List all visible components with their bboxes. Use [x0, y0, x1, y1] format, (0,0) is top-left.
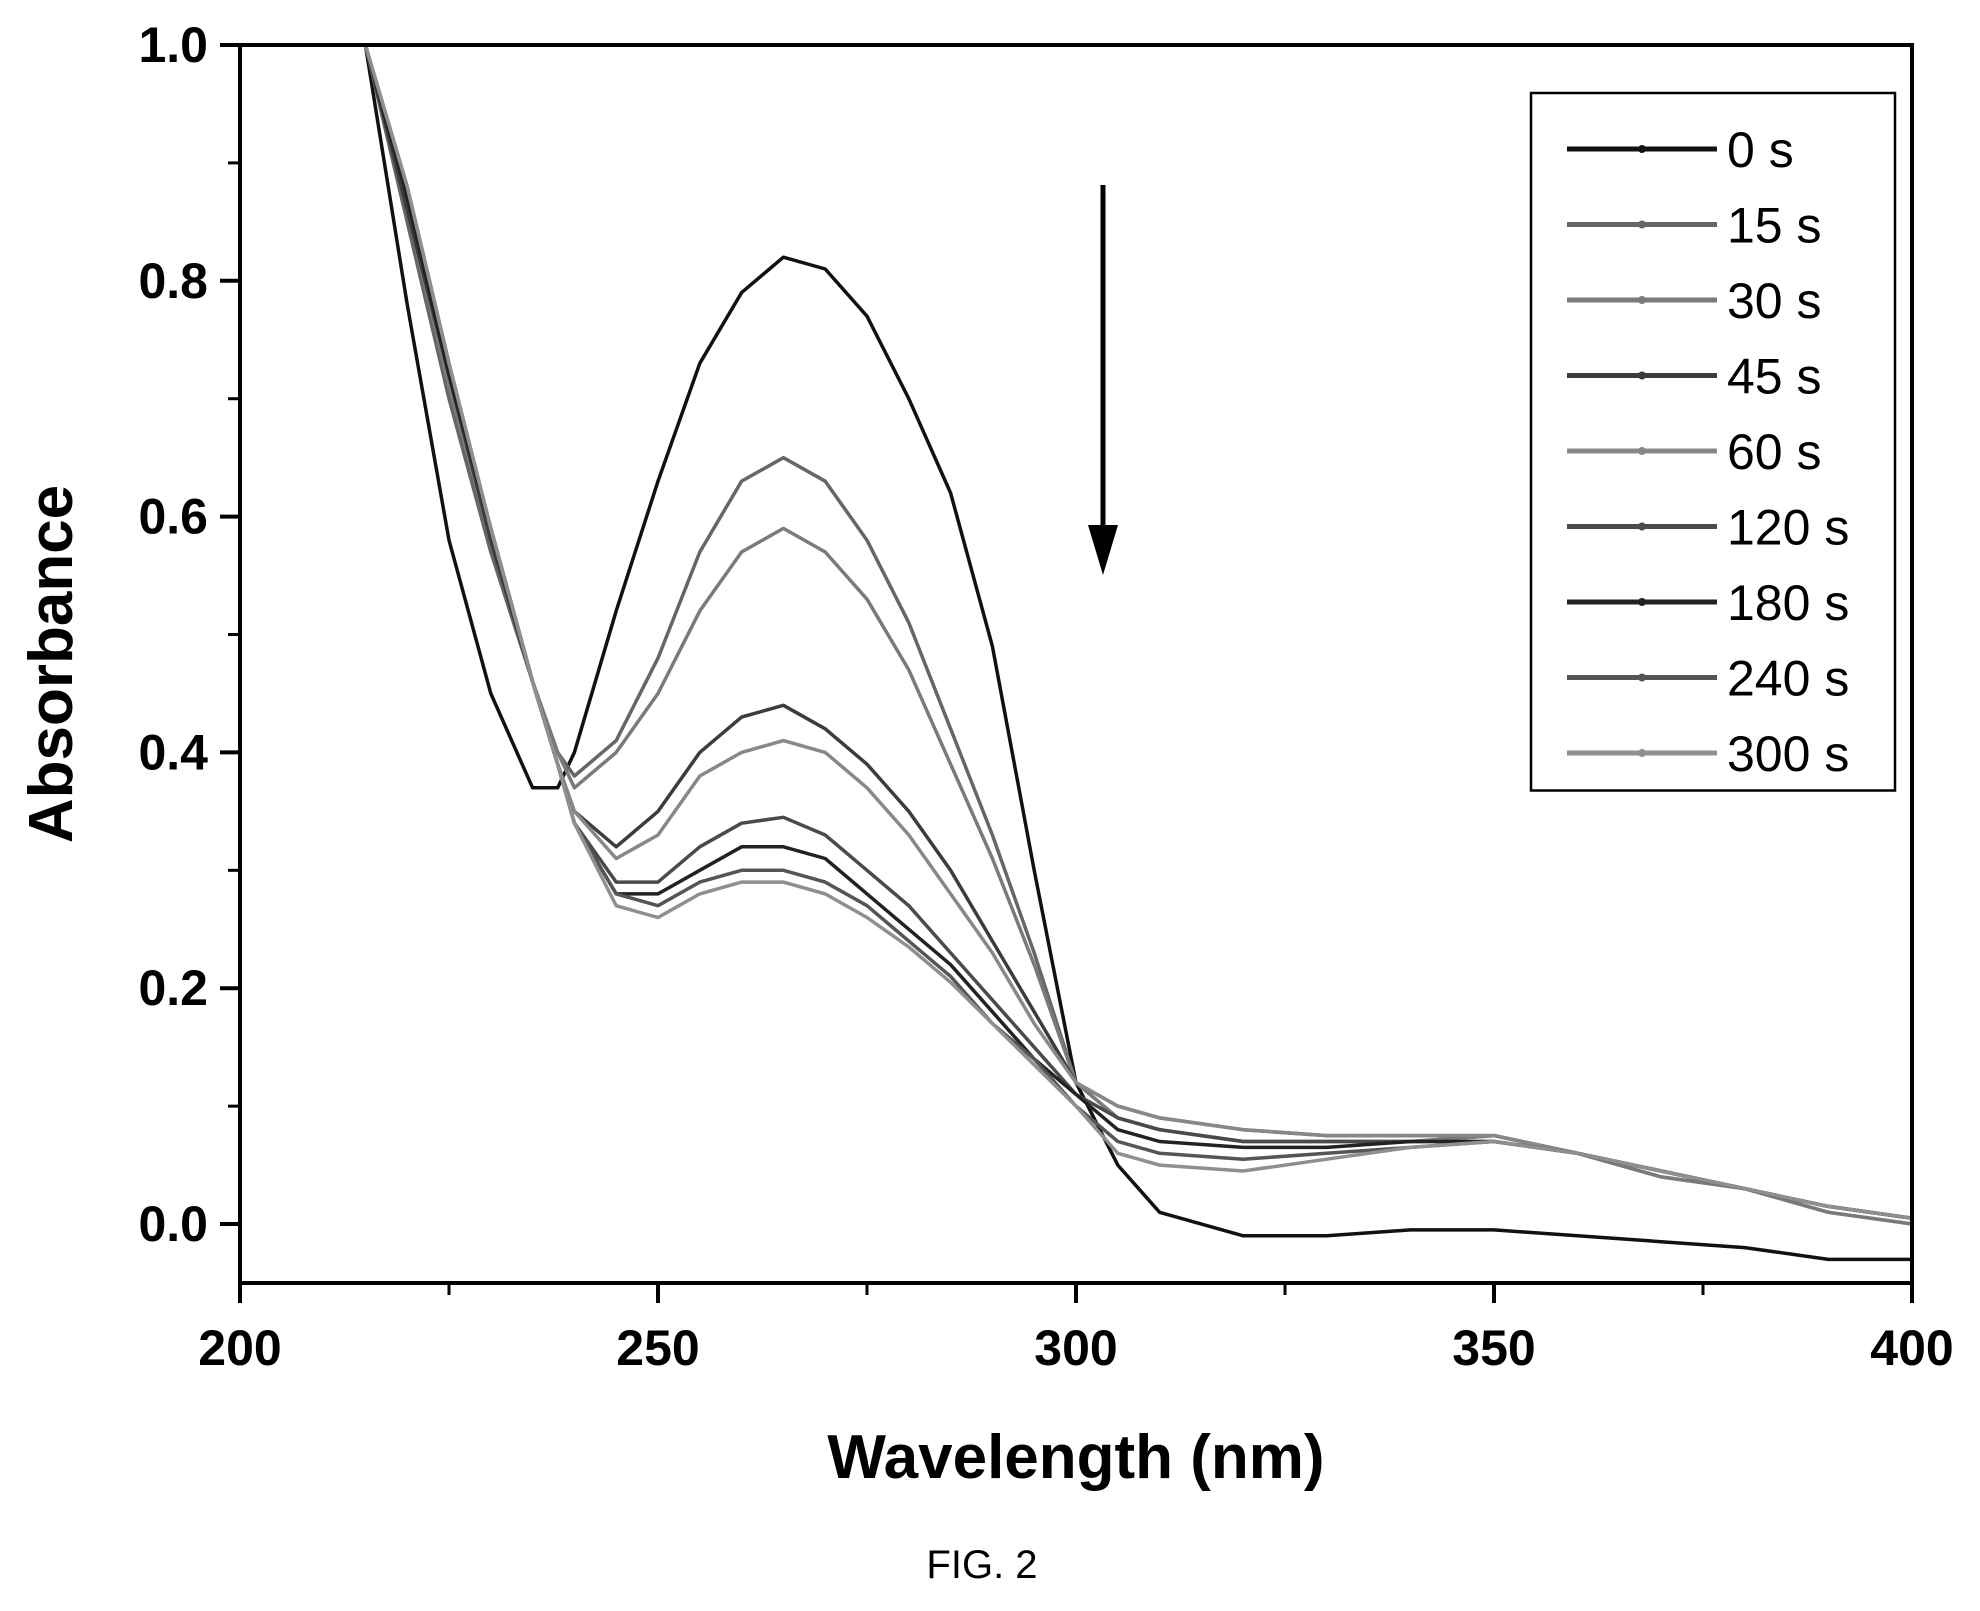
- y-tick-label: 0.2: [138, 960, 208, 1016]
- legend-marker: [1638, 522, 1646, 531]
- legend-marker: [1638, 371, 1646, 380]
- legend-marker: [1638, 296, 1646, 304]
- y-tick-label: 0.6: [138, 489, 208, 545]
- legend-label: 180 s: [1727, 575, 1849, 631]
- y-tick-label: 0.0: [138, 1196, 208, 1252]
- x-tick-label: 400: [1870, 1320, 1953, 1376]
- legend-label: 300 s: [1727, 726, 1849, 782]
- legend-marker: [1638, 673, 1646, 682]
- series-line-0: [363, 44, 1912, 1262]
- x-axis-title: Wavelength (nm): [827, 1423, 1324, 1492]
- figure-caption: FIG. 2: [926, 1543, 1037, 1587]
- series-line-8: [363, 44, 1913, 1220]
- legend-marker: [1638, 145, 1646, 153]
- x-tick-label: 350: [1452, 1320, 1535, 1376]
- ticks-layer: 200 250 300 350 400 0.0 0.2 0.4 0.6 0.8 1.0: [138, 17, 1953, 1376]
- legend-box: [1529, 91, 1897, 792]
- x-tick-label: 250: [616, 1320, 699, 1376]
- series-layer: [363, 44, 1913, 1262]
- decrease-arrow: [1088, 185, 1118, 575]
- legend-marker: [1638, 749, 1646, 757]
- legend-label: 240 s: [1727, 651, 1849, 707]
- y-axis-title: Absorbance: [17, 485, 86, 843]
- legend-label: 30 s: [1727, 273, 1822, 329]
- arrow-head: [1088, 525, 1118, 575]
- legend: 0 s 15 s 30 s 45 s 60 s 120 s 180 s 240 s 300 s: [1529, 91, 1897, 792]
- y-tick-label: 0.8: [138, 253, 208, 309]
- x-tick-label: 200: [198, 1320, 281, 1376]
- legend-label: 15 s: [1727, 198, 1822, 254]
- legend-label: 120 s: [1727, 500, 1849, 556]
- y-tick-label: 1.0: [138, 17, 208, 73]
- legend-label: 45 s: [1727, 349, 1822, 405]
- x-tick-label: 300: [1034, 1320, 1117, 1376]
- legend-label: 0 s: [1727, 122, 1794, 178]
- y-tick-label: 0.4: [138, 724, 208, 780]
- legend-marker: [1638, 220, 1646, 229]
- legend-label: 60 s: [1727, 424, 1822, 480]
- legend-marker: [1638, 598, 1646, 606]
- legend-marker: [1638, 447, 1646, 455]
